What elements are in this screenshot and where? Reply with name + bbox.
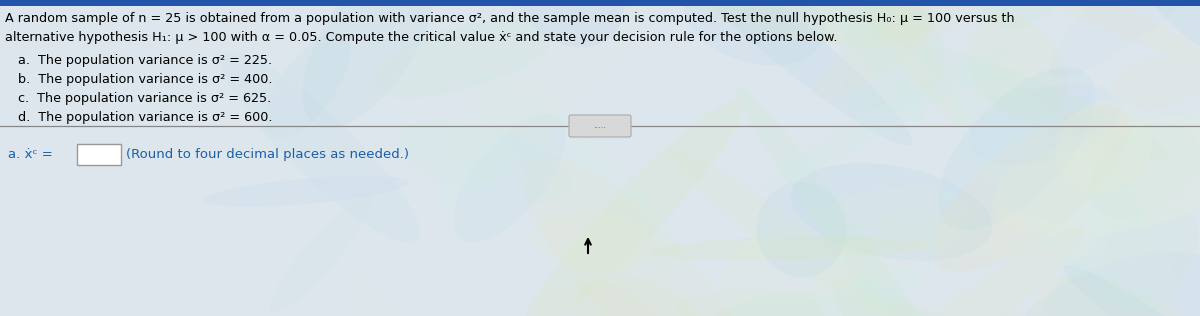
Text: b.  The population variance is σ² = 400.: b. The population variance is σ² = 400. [18,73,272,86]
Ellipse shape [679,293,823,316]
Ellipse shape [905,42,1169,160]
Ellipse shape [762,48,1008,189]
Ellipse shape [1031,275,1200,316]
Ellipse shape [958,0,1200,61]
Ellipse shape [875,209,1109,262]
Ellipse shape [1056,101,1152,195]
Ellipse shape [994,114,1200,237]
Text: alternative hypothesis H₁: μ > 100 with α = 0.05. Compute the critical value ẋᶜ : alternative hypothesis H₁: μ > 100 with … [5,31,838,44]
FancyBboxPatch shape [569,115,631,137]
Ellipse shape [1050,0,1200,77]
Ellipse shape [270,193,373,313]
Ellipse shape [736,86,942,316]
Ellipse shape [938,67,1096,230]
Text: c.  The population variance is σ² = 625.: c. The population variance is σ² = 625. [18,92,271,105]
Ellipse shape [991,0,1100,2]
Ellipse shape [439,123,514,212]
Ellipse shape [994,311,1061,316]
Ellipse shape [344,272,422,316]
Ellipse shape [499,0,660,139]
Text: (Round to four decimal places as needed.): (Round to four decimal places as needed.… [126,148,409,161]
Ellipse shape [1111,0,1200,52]
Ellipse shape [677,290,996,316]
Ellipse shape [739,0,924,124]
Ellipse shape [454,114,565,242]
Ellipse shape [397,121,571,203]
Ellipse shape [684,0,826,65]
Ellipse shape [757,182,846,277]
Ellipse shape [973,0,1068,27]
Ellipse shape [474,74,682,273]
Ellipse shape [833,0,965,125]
Ellipse shape [630,267,924,316]
Ellipse shape [523,282,668,316]
Ellipse shape [1013,252,1200,316]
Ellipse shape [967,84,1121,165]
Ellipse shape [670,149,894,316]
Text: a.  The population variance is σ² = 225.: a. The population variance is σ² = 225. [18,54,272,67]
Ellipse shape [839,228,1084,316]
Ellipse shape [791,163,992,261]
Ellipse shape [523,155,758,316]
Ellipse shape [1114,55,1200,108]
Ellipse shape [719,186,968,307]
Ellipse shape [512,0,624,47]
Ellipse shape [523,99,744,316]
Ellipse shape [1090,122,1199,219]
Ellipse shape [932,104,1130,272]
Text: A random sample of n = 25 is obtained from a population with variance σ², and th: A random sample of n = 25 is obtained fr… [5,12,1015,25]
Ellipse shape [948,66,1176,315]
Ellipse shape [530,210,654,272]
Ellipse shape [265,33,350,139]
Ellipse shape [637,0,934,46]
Text: d.  The population variance is σ² = 600.: d. The population variance is σ² = 600. [18,111,272,124]
Ellipse shape [204,176,408,207]
Ellipse shape [652,236,931,260]
Ellipse shape [967,14,1067,122]
Ellipse shape [368,17,556,98]
Text: a. ẋᶜ =: a. ẋᶜ = [8,148,53,161]
FancyBboxPatch shape [77,144,121,165]
Bar [0,0,1200,6]
Ellipse shape [445,71,559,183]
Ellipse shape [1038,210,1199,316]
Text: .....: ..... [594,121,606,131]
Ellipse shape [302,0,434,129]
Ellipse shape [833,276,978,316]
Ellipse shape [1063,265,1200,316]
Ellipse shape [812,0,1020,99]
Ellipse shape [222,52,420,243]
Ellipse shape [839,4,944,112]
Ellipse shape [647,0,912,146]
Ellipse shape [570,275,715,316]
